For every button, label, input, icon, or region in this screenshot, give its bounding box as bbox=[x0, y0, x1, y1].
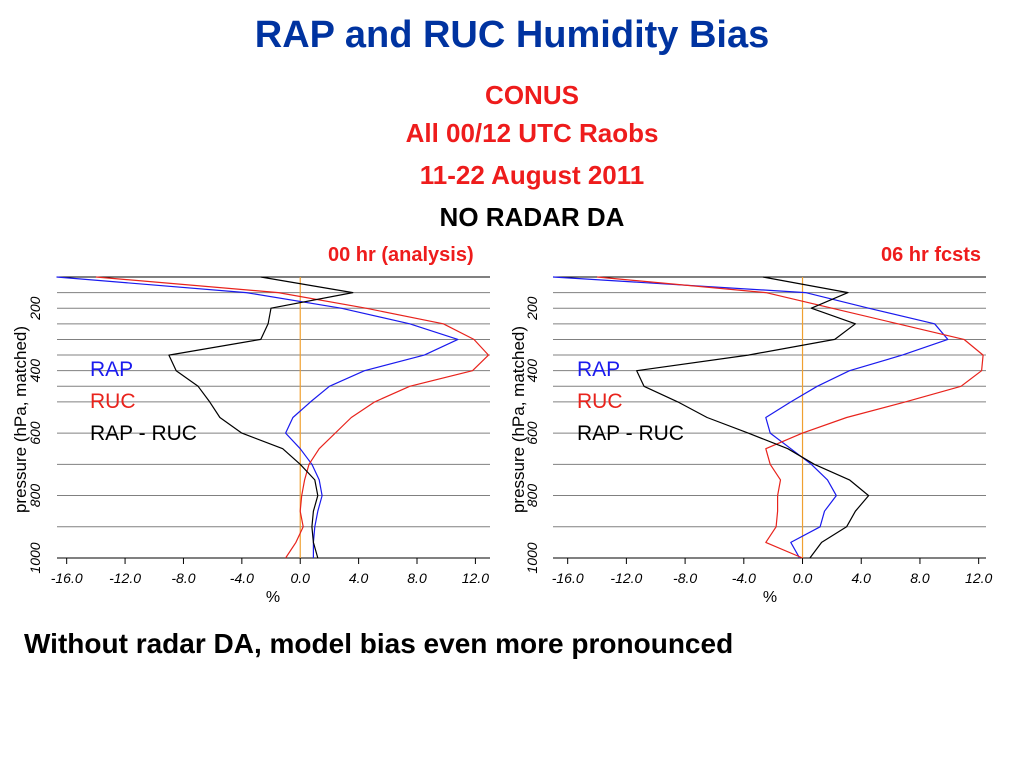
x-tick-label: 4.0 bbox=[349, 570, 369, 586]
y-tick-label: 800 bbox=[27, 484, 43, 508]
x-tick-label: -12.0 bbox=[109, 570, 141, 586]
series-line-rap-ruc bbox=[636, 276, 870, 559]
y-axis-label: pressure (hPa, matched) bbox=[509, 326, 528, 513]
y-tick-label: 600 bbox=[27, 421, 43, 445]
series-line-ruc bbox=[95, 276, 490, 559]
x-tick-label: 12.0 bbox=[462, 570, 489, 586]
right-panel-title: 06 hr fcsts bbox=[881, 244, 982, 266]
y-tick-label: 400 bbox=[27, 359, 43, 383]
x-tick-label: -8.0 bbox=[171, 570, 195, 586]
subtitle-dates: 11-22 August 2011 bbox=[419, 160, 645, 190]
subtitle-raobs: All 00/12 UTC Raobs bbox=[405, 118, 659, 148]
legend-entry: RAP - RUC bbox=[90, 422, 197, 445]
legend-entry: RUC bbox=[90, 390, 136, 413]
x-tick-label: 8.0 bbox=[407, 570, 427, 586]
subtitle-region: CONUS bbox=[485, 80, 579, 110]
series-line-rap-ruc bbox=[168, 276, 354, 559]
y-tick-label: 600 bbox=[524, 421, 540, 445]
x-axis-label: % bbox=[763, 589, 777, 606]
x-tick-label: 4.0 bbox=[852, 570, 872, 586]
chart-panel-forecast: -16.0 -12.0 -8.0 -4.0 0.0 4.0 8.0 12.0 200 400 600… bbox=[509, 276, 992, 606]
x-tick-label: 8.0 bbox=[910, 570, 930, 586]
page-title: RAP and RUC Humidity Bias bbox=[254, 14, 770, 56]
chart-panel-analysis: -16.0 -12.0 -8.0 -4.0 0.0 4.0 8.0 12.0 200 400 600… bbox=[11, 276, 490, 606]
x-tick-label: -16.0 bbox=[552, 570, 584, 586]
legend-entry: RAP bbox=[90, 358, 133, 381]
y-tick-label: 200 bbox=[524, 296, 540, 321]
x-tick-label: -12.0 bbox=[610, 570, 642, 586]
legend-entry: RUC bbox=[577, 390, 623, 413]
y-tick-label: 1000 bbox=[27, 542, 43, 573]
subtitle-config: NO RADAR DA bbox=[439, 202, 625, 232]
x-tick-label: -4.0 bbox=[230, 570, 254, 586]
caption-text: Without radar DA, model bias even more p… bbox=[24, 628, 734, 659]
x-tick-label: -16.0 bbox=[51, 570, 83, 586]
y-axis-label: pressure (hPa, matched) bbox=[11, 326, 30, 513]
x-tick-label: 12.0 bbox=[965, 570, 992, 586]
x-tick-label: 0.0 bbox=[291, 570, 311, 586]
series-line-rap bbox=[56, 276, 459, 558]
y-tick-label: 800 bbox=[524, 484, 540, 508]
legend-entry: RAP bbox=[577, 358, 620, 381]
y-tick-label: 1000 bbox=[524, 542, 540, 573]
x-axis-label: % bbox=[266, 589, 280, 606]
x-tick-label: 0.0 bbox=[793, 570, 813, 586]
y-tick-label: 200 bbox=[27, 296, 43, 321]
series-line-ruc bbox=[596, 276, 984, 559]
y-tick-label: 400 bbox=[524, 359, 540, 383]
x-tick-label: -4.0 bbox=[732, 570, 756, 586]
x-tick-label: -8.0 bbox=[673, 570, 697, 586]
series-line-rap bbox=[552, 276, 949, 559]
left-panel-title: 00 hr (analysis) bbox=[328, 244, 474, 266]
legend-entry: RAP - RUC bbox=[577, 422, 684, 445]
